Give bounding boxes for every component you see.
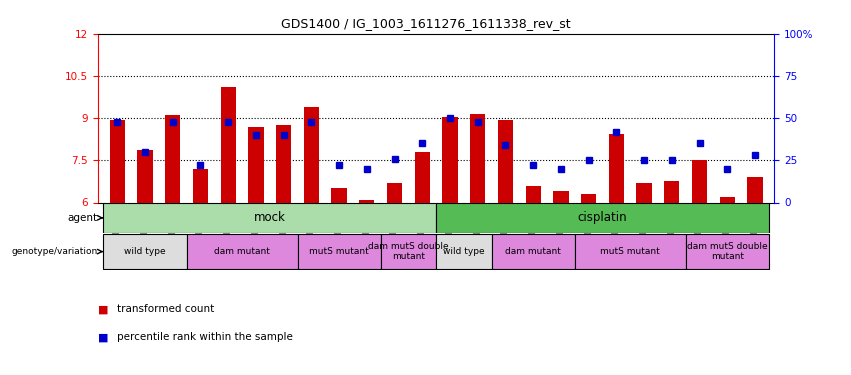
Bar bbox=[437, 234, 492, 269]
Text: wild type: wild type bbox=[124, 247, 166, 256]
Bar bbox=[380, 234, 437, 269]
Text: genotype/variation: genotype/variation bbox=[12, 247, 98, 256]
Bar bbox=[664, 182, 679, 203]
Bar bbox=[186, 234, 298, 269]
Text: GDS1400 / IG_1003_1611276_1611338_rev_st: GDS1400 / IG_1003_1611276_1611338_rev_st bbox=[281, 17, 570, 30]
Bar bbox=[492, 234, 574, 269]
Text: dam mutS double
mutant: dam mutS double mutant bbox=[687, 242, 768, 261]
Text: wild type: wild type bbox=[443, 247, 485, 256]
Bar bbox=[387, 183, 403, 203]
Bar bbox=[304, 107, 319, 202]
Text: dam mutS double
mutant: dam mutS double mutant bbox=[368, 242, 448, 261]
Text: mock: mock bbox=[254, 211, 286, 224]
Text: agent: agent bbox=[68, 213, 98, 223]
Bar bbox=[581, 194, 597, 202]
Bar bbox=[553, 191, 568, 202]
Bar bbox=[332, 188, 346, 202]
Bar bbox=[104, 234, 186, 269]
Bar bbox=[747, 177, 762, 203]
Bar bbox=[165, 116, 180, 202]
Bar bbox=[437, 203, 768, 232]
Bar bbox=[720, 197, 735, 202]
Text: transformed count: transformed count bbox=[117, 304, 214, 314]
Bar bbox=[220, 87, 236, 202]
Bar bbox=[637, 183, 652, 203]
Bar bbox=[359, 200, 374, 202]
Bar bbox=[443, 117, 458, 202]
Bar bbox=[298, 234, 380, 269]
Bar bbox=[574, 234, 686, 269]
Bar bbox=[414, 152, 430, 202]
Bar bbox=[470, 114, 485, 202]
Bar bbox=[526, 186, 540, 202]
Text: mutS mutant: mutS mutant bbox=[600, 247, 660, 256]
Text: dam mutant: dam mutant bbox=[214, 247, 270, 256]
Bar bbox=[498, 120, 513, 202]
Bar bbox=[608, 134, 624, 202]
Bar bbox=[137, 150, 152, 202]
Text: cisplatin: cisplatin bbox=[578, 211, 627, 224]
Text: percentile rank within the sample: percentile rank within the sample bbox=[117, 333, 293, 342]
Bar bbox=[686, 234, 768, 269]
Bar bbox=[193, 169, 208, 202]
Bar bbox=[110, 120, 125, 202]
Bar bbox=[104, 203, 437, 232]
Bar bbox=[248, 127, 264, 202]
Bar bbox=[692, 160, 707, 202]
Text: ■: ■ bbox=[98, 333, 108, 342]
Bar bbox=[276, 125, 291, 202]
Text: ■: ■ bbox=[98, 304, 108, 314]
Text: mutS mutant: mutS mutant bbox=[309, 247, 369, 256]
Text: dam mutant: dam mutant bbox=[505, 247, 561, 256]
